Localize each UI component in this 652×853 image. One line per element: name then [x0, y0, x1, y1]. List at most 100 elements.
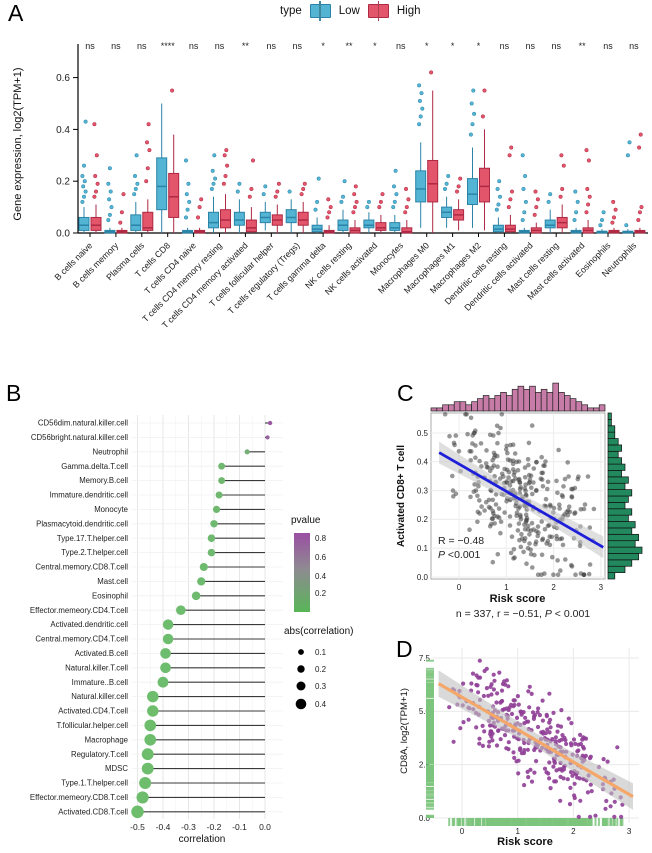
bottom-rug-mark [580, 818, 583, 826]
scatter-point [451, 440, 457, 446]
lollipop-dot [210, 520, 218, 528]
box [156, 157, 168, 211]
scatter-point [527, 705, 532, 710]
bottom-rug-mark [610, 818, 613, 826]
outlier-point [456, 184, 461, 189]
bottom-rug-mark [587, 818, 590, 826]
bottom-rug-mark [605, 818, 608, 826]
significance-label: ns [189, 41, 199, 51]
scatter-point [491, 672, 496, 677]
significance-label: ** [242, 41, 250, 51]
outlier-point [494, 207, 499, 212]
outlier-point [339, 199, 344, 204]
box [544, 219, 556, 229]
bottom-rug-mark [533, 818, 536, 826]
left-rug-mark [426, 770, 434, 773]
scatter-point [503, 447, 509, 452]
right-histogram-bar [607, 450, 619, 459]
scatter-point [494, 743, 500, 748]
scatter-point [511, 750, 516, 755]
outlier-point [107, 197, 112, 202]
box [427, 159, 439, 203]
size-legend-dot [298, 649, 304, 655]
cell-type-label: Effector.memeory.CD8.T.cell [30, 793, 128, 802]
left-rug-mark [426, 800, 434, 802]
scatter-point [532, 747, 537, 753]
scatter-point [476, 675, 481, 680]
scatter-point [511, 547, 517, 552]
outlier-point [601, 210, 606, 215]
outlier-point [522, 210, 527, 215]
bottom-rug-mark [540, 818, 543, 826]
scatter-point [545, 727, 550, 732]
left-rug-mark [426, 707, 434, 710]
legend-high-swatch-icon [367, 4, 389, 18]
bottom-rug-mark [503, 818, 506, 826]
size-legend-title: abs(correlation) [284, 626, 354, 637]
left-rug-mark [426, 696, 434, 699]
bottom-rug-mark [621, 818, 624, 826]
scatter-point [553, 735, 558, 740]
tick-label: 0.0 [417, 573, 429, 582]
scatter-point [486, 504, 492, 510]
left-rug-mark [426, 729, 434, 732]
bottom-rug-mark [517, 818, 520, 826]
outlier-point [509, 189, 515, 194]
legend-high-label: High [396, 5, 421, 17]
outlier-point [212, 153, 217, 158]
scatter-point [482, 668, 487, 674]
bottom-rug-mark [548, 818, 551, 826]
left-rug-mark [426, 755, 434, 758]
top-histogram-bar [593, 407, 600, 412]
scatter-point [533, 488, 539, 494]
outlier-point [94, 153, 99, 158]
box [220, 209, 231, 229]
scatter-point [551, 505, 557, 511]
lollipop-dot [144, 733, 157, 746]
outlier-point [469, 101, 474, 106]
scatter-point [516, 758, 521, 763]
scatter-point [527, 541, 532, 546]
outlier-point [135, 181, 140, 186]
scatter-point [477, 498, 482, 503]
right-histogram-bar [607, 489, 633, 497]
scatter-point [567, 802, 573, 807]
scatter-point [578, 732, 583, 737]
outlier-point [586, 202, 591, 207]
cell-type-label: Activated.CD8.T.cell [58, 807, 128, 816]
bottom-rug-mark [579, 818, 582, 826]
outlier-point [106, 218, 111, 223]
tick-label: 0.3 [417, 486, 429, 495]
outlier-point [636, 218, 641, 223]
scatter-point [565, 460, 570, 465]
outlier-point [183, 215, 189, 220]
right-histogram-bar [607, 482, 626, 490]
bottom-rug-mark [550, 818, 553, 826]
outlier-point [480, 114, 485, 119]
bottom-rug-mark [584, 818, 587, 826]
scatter-point [518, 512, 523, 518]
scatter-point [566, 474, 571, 479]
left-rug-mark [426, 691, 434, 694]
scatter-point [576, 814, 581, 819]
scatter-point [605, 759, 610, 764]
left-rug-mark [426, 751, 434, 754]
scatter-point [530, 710, 536, 715]
scatter-point [470, 671, 476, 676]
scatter-point [527, 479, 532, 485]
left-rug-mark [426, 772, 434, 775]
cell-type-label: Mast.cell [97, 577, 128, 586]
bottom-rug-mark [465, 818, 468, 826]
box [130, 214, 142, 231]
outlier-point [534, 205, 539, 210]
tick-label: -0.3 [181, 822, 196, 832]
lollipop-dot [162, 619, 174, 630]
cell-type-label: Activated.dendritic.cell [50, 620, 128, 629]
left-rug-mark [426, 672, 434, 675]
scatter-point [468, 415, 474, 421]
right-histogram-bar [607, 514, 629, 522]
size-legend-dot [295, 698, 307, 710]
scatter-point [555, 572, 561, 577]
scatter-point [555, 729, 560, 734]
